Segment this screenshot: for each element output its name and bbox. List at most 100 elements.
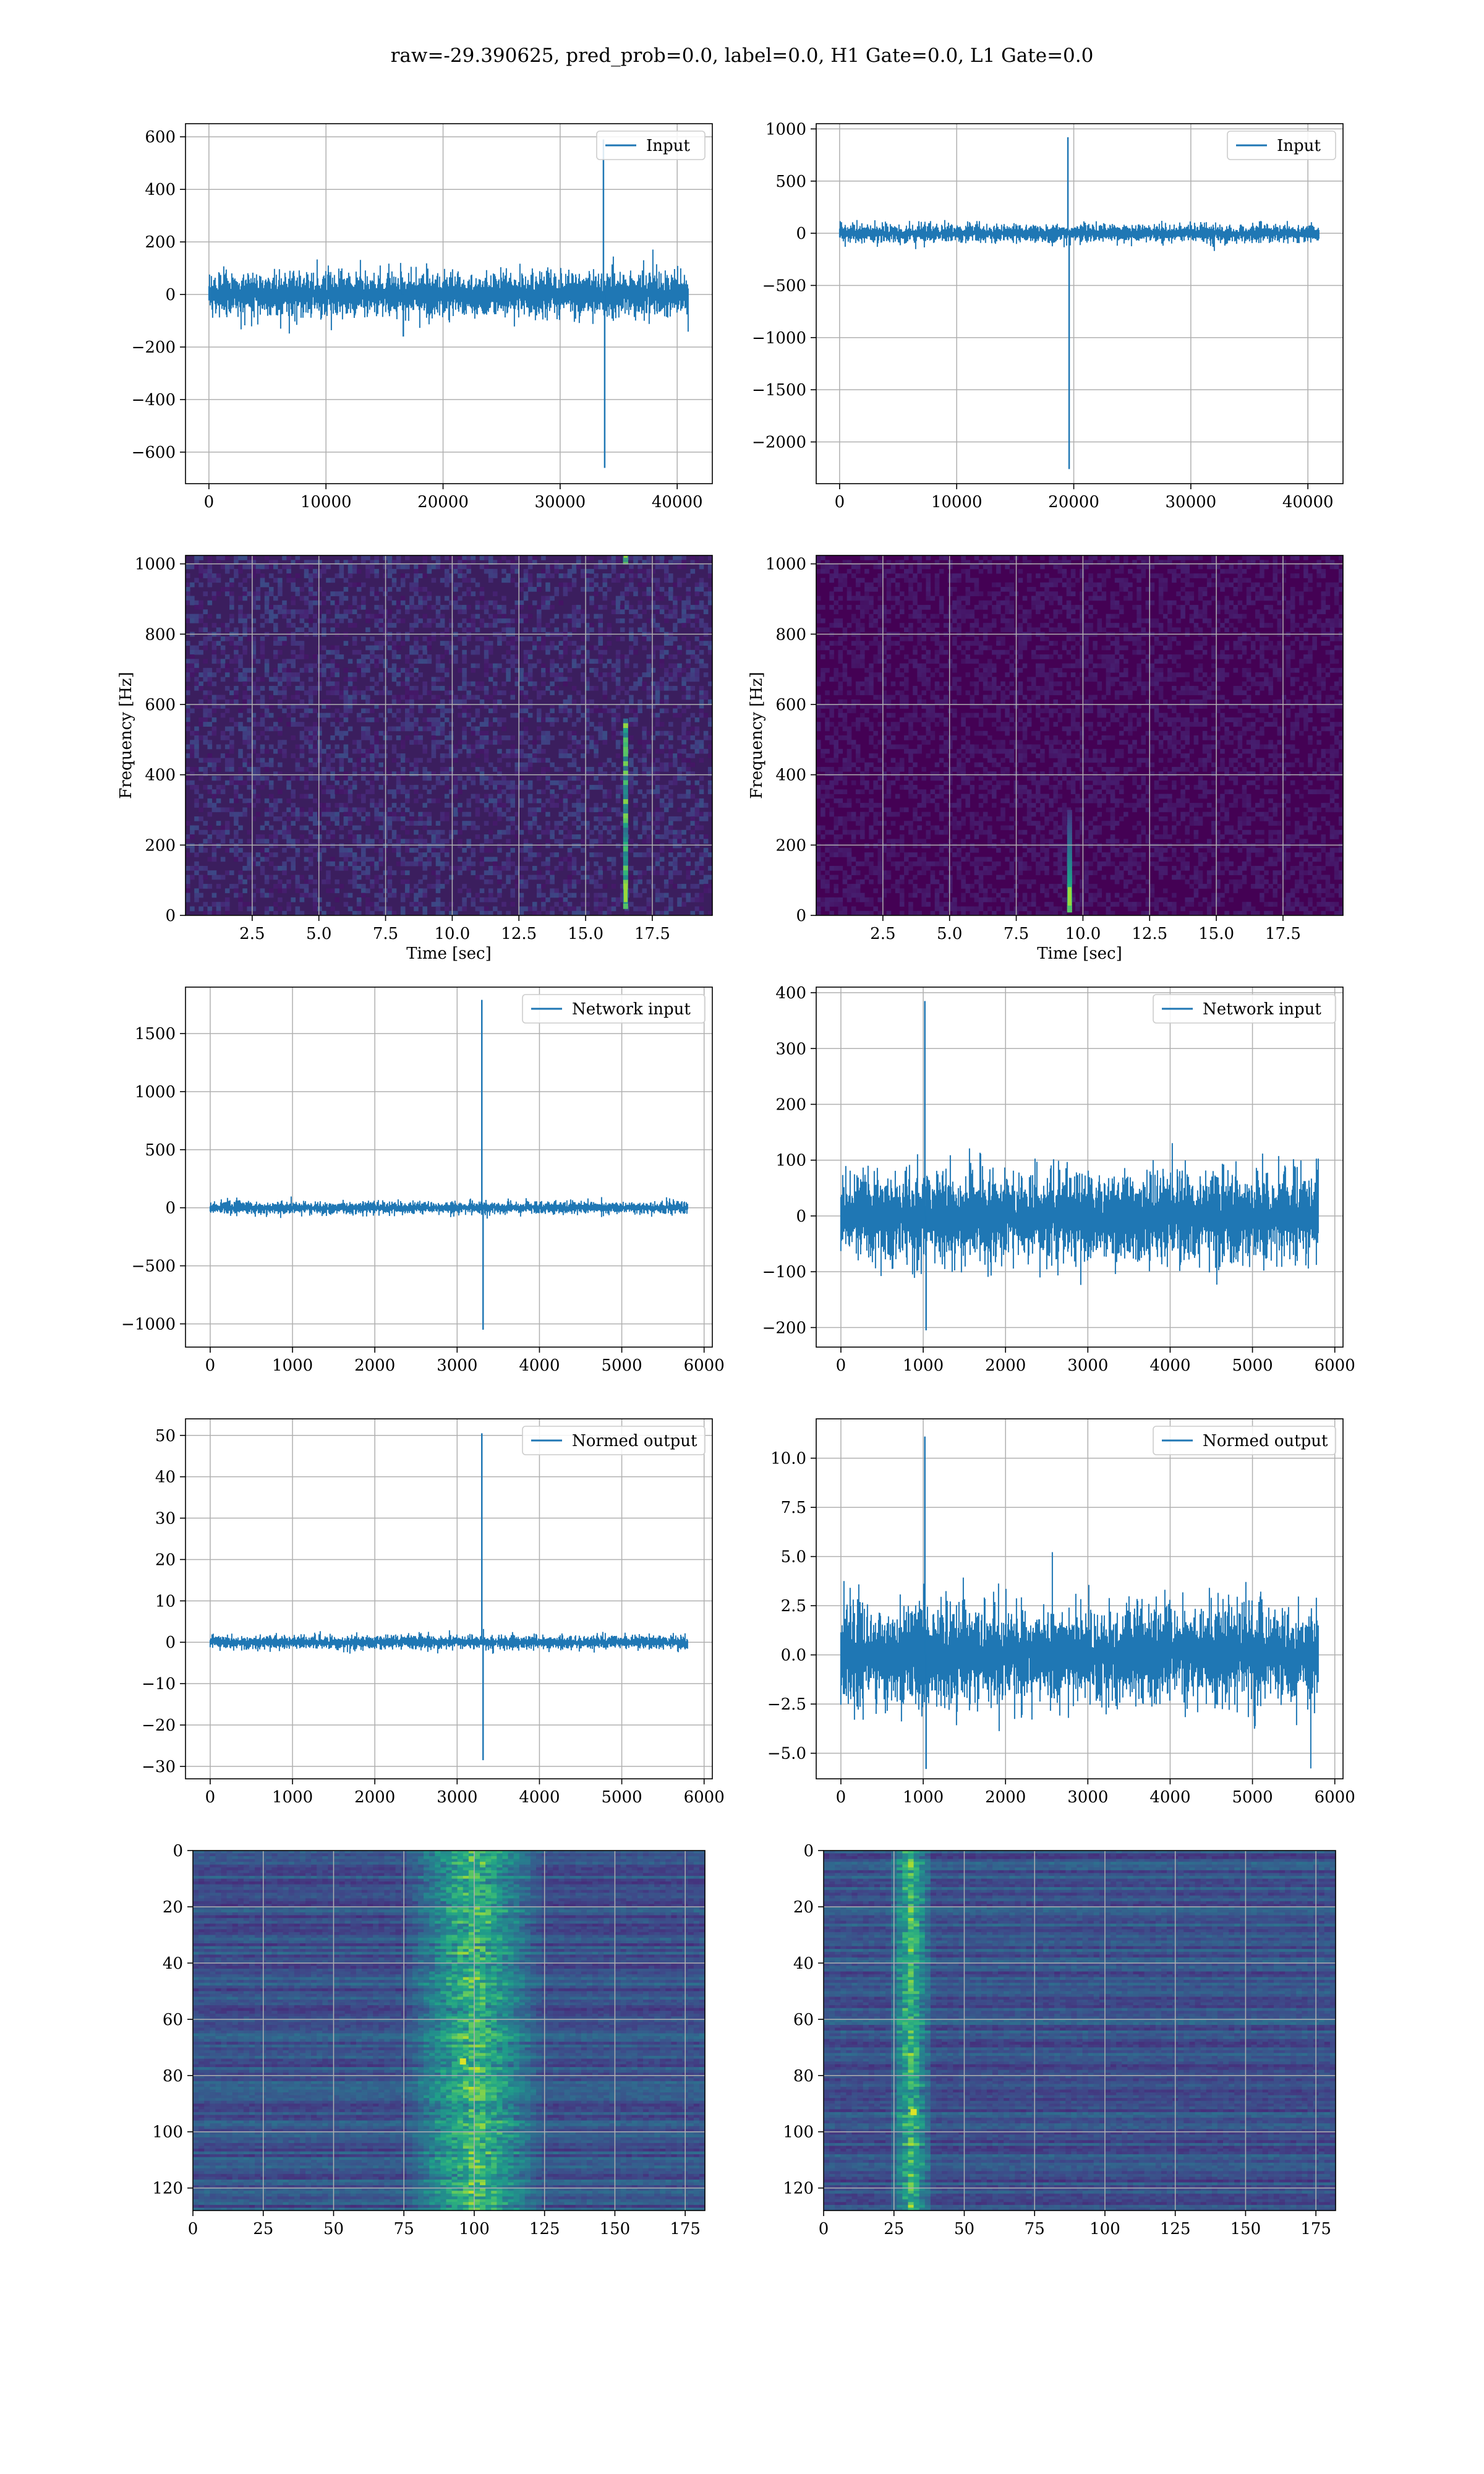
y-tick-label: −500: [762, 276, 806, 295]
tick-labels: 0 1000 2000 3000 4000 5000 6000 −200 −100 0 100 200…: [762, 984, 1355, 1375]
plot-area: [816, 1419, 1343, 1779]
y-tick-label: 40: [793, 1954, 814, 1973]
tick-labels: 0 1000 2000 3000 4000 5000 6000 −5.0 −2.5 0.0 2.5 5…: [767, 1450, 1355, 1807]
y-tick-label: 5.0: [781, 1548, 806, 1567]
tick-labels: 0 10000 20000 30000 40000−2000−1500−1000−500…: [752, 120, 1334, 511]
y-tick-label: 40: [155, 1468, 176, 1487]
plot-area: [186, 555, 712, 915]
tick-labels: 0 25 50 75 100 125 150 175 0 20 40 60 80 100 120: [783, 1842, 1331, 2238]
series-spike-0: [924, 1001, 927, 1330]
x-tick-label: 3000: [1067, 1788, 1108, 1807]
axes-frame: [823, 1850, 1336, 2211]
x-tick-label: 100: [459, 2220, 490, 2238]
axes-frame: [816, 123, 1344, 484]
panel-normed-l1: 0 1000 2000 3000 4000 5000 6000 −5.0 −2.5 0.0 2.5 5…: [767, 1418, 1355, 1807]
x-tick-label: 2000: [354, 1788, 395, 1807]
y-axis-title: Frequency [Hz]: [748, 672, 766, 799]
x-axis-title: Time [sec]: [406, 944, 492, 963]
x-tick-label: 0: [819, 2220, 829, 2238]
x-tick-label: 3000: [1067, 1356, 1108, 1375]
y-tick-label: 400: [775, 984, 806, 1003]
plot-area: [193, 1851, 705, 2211]
y-tick-label: 500: [775, 173, 806, 191]
x-tick-label: 25: [884, 2220, 904, 2238]
y-tick-label: −600: [132, 443, 176, 462]
series-spike-0: [1067, 137, 1070, 469]
plot-area: [186, 124, 712, 484]
y-tick-label: 0: [803, 1842, 814, 1860]
x-tick-label: 7.5: [1004, 925, 1029, 943]
legend-label: Network input: [572, 1000, 691, 1019]
plot-area: [186, 987, 712, 1347]
x-tick-label: 20000: [417, 493, 469, 511]
feature-map-cells: [193, 1851, 705, 2211]
y-tick-label: 20: [155, 1551, 176, 1569]
series-spike-0: [602, 139, 606, 468]
grid: [193, 1851, 705, 2211]
legend-label: Input: [646, 137, 690, 155]
figure-suptitle: raw=-29.390625, pred_prob=0.0, label=0.0…: [391, 45, 1094, 67]
spectrogram-event-0: [1067, 810, 1072, 913]
y-tick-label: 100: [775, 1152, 806, 1170]
grid: [816, 987, 1343, 1347]
panels: 0 10000 20000 30000 40000−600−400−2000200400…: [117, 120, 1355, 2238]
plot-area: [816, 555, 1343, 915]
tick-labels: 0 1000 2000 3000 4000 5000 6000 −30 −20 −10 0 10 20 3…: [142, 1427, 725, 1807]
x-tick-label: 0: [204, 493, 215, 511]
x-tick-label: 175: [1300, 2220, 1331, 2238]
x-tick-label: 40000: [652, 493, 703, 511]
x-tick-label: 5000: [601, 1788, 642, 1807]
y-tick-label: 600: [145, 696, 176, 714]
legend-label: Normed output: [572, 1432, 697, 1450]
y-tick-label: 800: [145, 625, 176, 644]
axes-frame: [185, 123, 713, 484]
x-tick-label: 10000: [301, 493, 352, 511]
y-tick-label: −400: [132, 391, 176, 409]
panel-features-h1: 0 25 50 75 100 125 150 175 0 20 40 60 80 100 120: [152, 1842, 706, 2238]
series-line-noise: [840, 1552, 1319, 1769]
plot-area: [816, 124, 1343, 484]
series-line-noise: [209, 1629, 688, 1654]
x-tick-label: 125: [1160, 2220, 1191, 2238]
x-tick-label: 15.0: [1198, 925, 1234, 943]
spectrogram-event-0: [623, 718, 628, 909]
series-spike-0: [481, 1433, 484, 1760]
y-tick-label: 60: [793, 2011, 814, 2029]
x-tick-label: 4000: [1149, 1356, 1190, 1375]
x-tick-label: 20000: [1048, 493, 1099, 511]
y-tick-label: 1000: [765, 120, 806, 139]
x-tick-label: 40000: [1282, 493, 1334, 511]
grid: [816, 124, 1343, 484]
x-tick-label: 17.5: [1265, 925, 1301, 943]
x-tick-label: 30000: [535, 493, 586, 511]
y-tick-label: 600: [145, 128, 176, 147]
y-axis-title: Frequency [Hz]: [117, 672, 135, 799]
panel-input-l1: 0 10000 20000 30000 40000−2000−1500−1000−500…: [752, 120, 1344, 511]
legend: Normed output: [522, 1426, 706, 1455]
y-tick-label: 20: [793, 1898, 814, 1917]
y-tick-label: 7.5: [781, 1499, 806, 1517]
x-tick-label: 6000: [684, 1788, 725, 1807]
y-tick-label: 400: [145, 766, 176, 785]
feature-hotspot: [459, 2058, 466, 2065]
x-tick-label: 50: [954, 2220, 974, 2238]
grid: [816, 555, 1343, 915]
legend-label: Input: [1277, 137, 1321, 155]
y-tick-label: 0: [796, 907, 806, 925]
x-tick-label: 25: [253, 2220, 273, 2238]
series-line-noise: [838, 220, 1320, 251]
grid: [186, 1419, 712, 1779]
y-tick-label: 400: [145, 181, 176, 199]
series-spike-0: [481, 999, 484, 1330]
series-spike-1: [401, 289, 404, 337]
x-tick-label: 2000: [985, 1356, 1026, 1375]
y-tick-label: 80: [163, 2067, 183, 2086]
y-tick-label: 1000: [765, 555, 806, 574]
tick-labels: 0 25 50 75 100 125 150 175 0 20 40 60 80 100 120: [152, 1842, 701, 2238]
x-axis-title: Time [sec]: [1037, 944, 1122, 963]
x-tick-label: 2.5: [239, 925, 265, 943]
grid: [824, 1851, 1336, 2211]
legend: Input: [1227, 131, 1336, 160]
y-tick-label: 1000: [135, 555, 176, 574]
